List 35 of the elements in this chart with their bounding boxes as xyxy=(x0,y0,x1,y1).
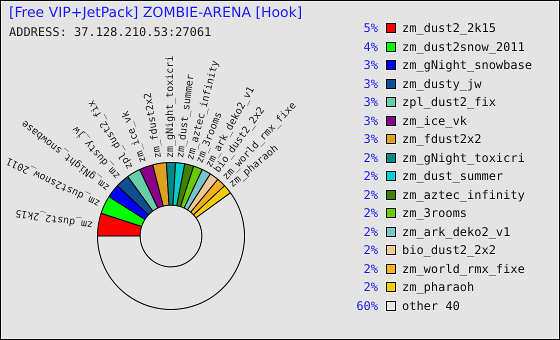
data-label: 4% xyxy=(362,40,378,54)
data-label: 2% xyxy=(362,206,378,220)
data-label: 5% xyxy=(362,21,378,36)
legend-label: bio_dust2_2x2 xyxy=(402,243,496,258)
legend-label: other 40 xyxy=(402,298,460,313)
data-label: 2% xyxy=(362,169,378,184)
legend-label: zm_gNight_snowbase xyxy=(402,58,532,72)
data-label: 2% xyxy=(362,280,378,294)
legend-label: zm_world_rmx_fixe xyxy=(402,262,525,276)
legend-label: zm_dust2snow_2011 xyxy=(402,40,525,54)
data-label: 2% xyxy=(362,188,378,202)
legend-label: zm_fdust2x2 xyxy=(402,132,482,146)
data-label: 3% xyxy=(362,95,378,110)
data-label: 3% xyxy=(362,132,378,146)
data-label: 3% xyxy=(362,58,378,72)
chart-title: [Free VIP+JetPack] ZOMBIE-ARENA [Hook] xyxy=(9,5,302,21)
data-label: 2% xyxy=(362,150,378,165)
legend-label: zm_dusty_jw xyxy=(402,76,482,91)
data-label: 3% xyxy=(362,114,378,128)
chart-subtitle: ADDRESS: 37.128.210.53:27061 xyxy=(9,25,212,39)
legend-label: zpl_dust2_fix xyxy=(402,95,496,110)
data-label: 2% xyxy=(362,262,378,276)
data-label: 3% xyxy=(362,76,378,91)
data-label: 2% xyxy=(362,243,378,258)
legend-label: zm_dust2_2k15 xyxy=(402,21,496,36)
legend-label: zm_pharaoh xyxy=(402,280,474,294)
legend-label: zm_dust_summer xyxy=(402,169,504,184)
legend-label: zm_3rooms xyxy=(402,206,468,220)
legend-label: zm_ice_vk xyxy=(402,114,468,128)
slice-label: zm_gNight_toxicri xyxy=(165,55,177,158)
legend-label: zm_gNight_toxicri xyxy=(402,150,525,165)
legend-label: zm_ark_deko2_v1 xyxy=(402,224,510,239)
data-label: 60% xyxy=(355,298,378,313)
legend-label: zm_aztec_infinity xyxy=(402,188,525,202)
data-label: 2% xyxy=(362,224,378,239)
